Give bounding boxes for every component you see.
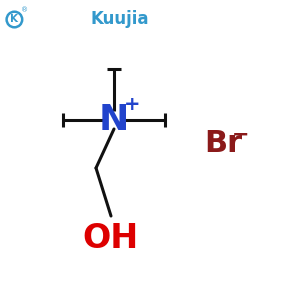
- Text: Br: Br: [204, 130, 242, 158]
- Text: −: −: [232, 125, 249, 145]
- Text: +: +: [124, 95, 141, 114]
- Text: ®: ®: [21, 7, 28, 13]
- Text: OH: OH: [83, 222, 139, 255]
- Text: K: K: [11, 14, 18, 25]
- Text: N: N: [99, 103, 129, 137]
- Text: Kuujia: Kuujia: [90, 11, 148, 28]
